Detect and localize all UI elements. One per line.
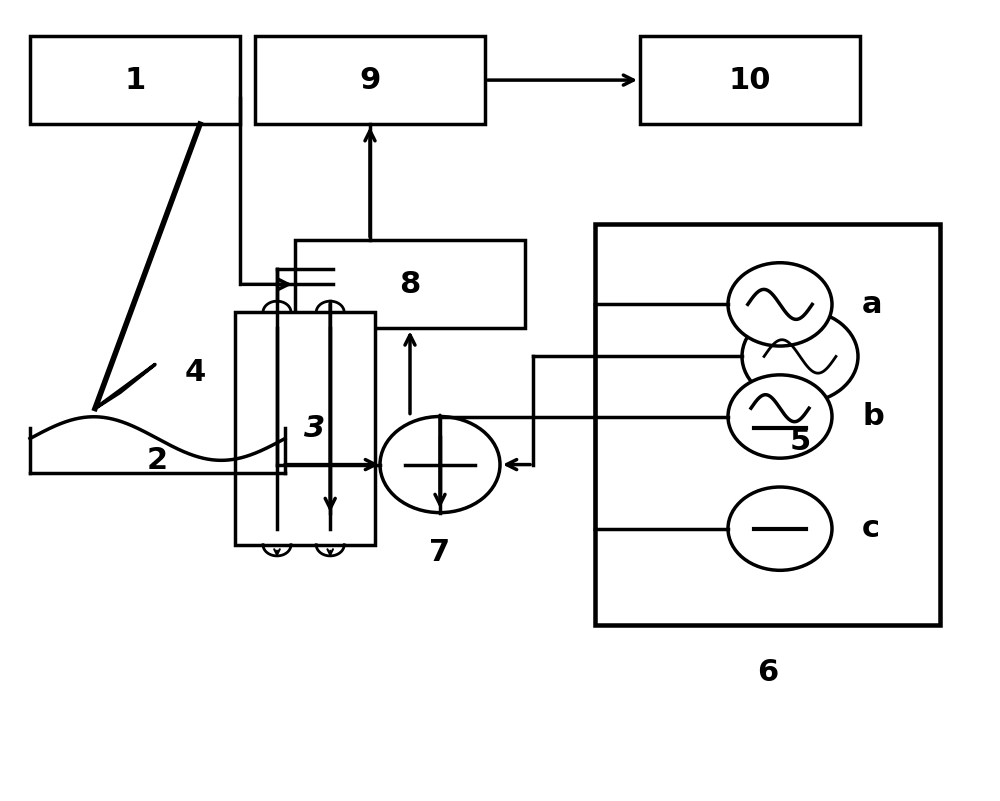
Circle shape <box>728 487 832 570</box>
Circle shape <box>742 310 858 403</box>
Text: 3: 3 <box>304 414 326 443</box>
Text: 8: 8 <box>399 270 421 299</box>
Circle shape <box>380 417 500 513</box>
Bar <box>235 312 375 545</box>
Text: 6: 6 <box>757 658 778 687</box>
Text: 5: 5 <box>789 427 811 456</box>
Text: 4: 4 <box>184 358 206 387</box>
Text: b: b <box>862 402 884 431</box>
Bar <box>295 240 525 328</box>
Text: 2: 2 <box>147 446 168 475</box>
Bar <box>30 36 240 124</box>
Text: 7: 7 <box>429 538 451 567</box>
Text: a: a <box>862 290 883 319</box>
Text: 10: 10 <box>729 66 771 95</box>
Text: 1: 1 <box>124 66 146 95</box>
Bar <box>255 36 485 124</box>
Bar <box>595 224 940 625</box>
Circle shape <box>728 375 832 458</box>
Text: 9: 9 <box>359 66 381 95</box>
Bar <box>640 36 860 124</box>
Text: c: c <box>862 514 880 543</box>
Circle shape <box>728 263 832 346</box>
